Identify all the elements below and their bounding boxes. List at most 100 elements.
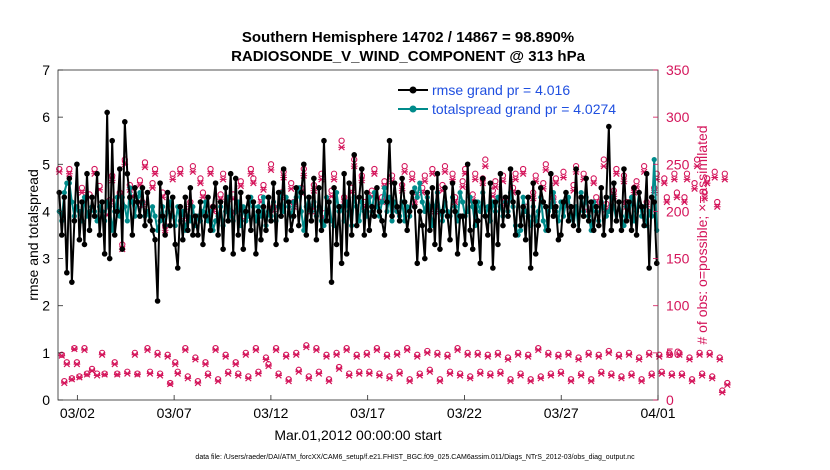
possible-obs-point (711, 168, 718, 175)
rmse-point (240, 246, 247, 252)
rmse-point (578, 194, 584, 201)
assimilated-obs-point (658, 370, 666, 377)
x-tick-label: 03/27 (544, 405, 579, 421)
rmse-point (119, 246, 126, 252)
assimilated-obs-point (688, 377, 696, 385)
rmse-point (449, 180, 456, 186)
assimilated-obs-point (83, 371, 91, 378)
rmse-point (404, 227, 410, 234)
assimilated-obs-point (267, 166, 275, 174)
assimilated-obs-point (444, 353, 451, 360)
rmse-point (573, 166, 579, 172)
rmse-point (381, 232, 388, 238)
assimilated-obs-point (305, 375, 313, 382)
rmse-point (230, 251, 237, 257)
assimilated-obs-point (93, 372, 101, 379)
possible-obs-point (482, 156, 489, 163)
rmse-point (162, 232, 168, 238)
rmse-point (338, 260, 345, 267)
possible-obs-point (267, 161, 275, 168)
rmse-point (192, 213, 199, 219)
rmse-point (311, 175, 317, 182)
rmse-point (127, 194, 133, 201)
totalspread-point (520, 194, 526, 200)
totalspread-point (518, 227, 524, 233)
rmse-point (101, 251, 108, 257)
rmse-point (530, 180, 537, 186)
rmse-point (580, 213, 587, 219)
assimilated-obs-point (123, 370, 131, 377)
possible-obs-point (693, 156, 701, 163)
rmse-point (444, 213, 451, 219)
rmse-point (583, 175, 589, 182)
possible-obs-point (429, 165, 436, 173)
assimilated-obs-point (665, 351, 673, 358)
assimilated-obs-point (189, 168, 197, 176)
rmse-point (386, 137, 393, 144)
rmse-point (109, 137, 116, 144)
possible-obs-point (169, 170, 176, 177)
possible-obs-point (593, 194, 600, 201)
assimilated-obs-point (708, 375, 716, 382)
rmse-point (212, 180, 219, 186)
x-tick-label: 03/22 (447, 405, 482, 421)
assimilated-obs-point (492, 183, 499, 191)
rmse-point (134, 199, 141, 205)
assimilated-obs-point (686, 356, 693, 363)
rmse-point (172, 241, 179, 248)
possible-obs-point (134, 370, 141, 377)
assimilated-obs-point (459, 183, 466, 191)
rmse-point (497, 170, 504, 177)
footnote: data file: /Users/raeder/DAI/ATM_forcXX/… (195, 454, 635, 461)
rmse-point (643, 170, 650, 177)
possible-obs-point (560, 168, 567, 175)
possible-obs-point (219, 170, 227, 177)
rmse-point (563, 189, 569, 196)
possible-obs-point (681, 194, 688, 201)
rmse-point (558, 232, 564, 238)
totalspread-point (389, 218, 395, 224)
rmse-point (237, 189, 244, 196)
rmse-point (550, 213, 557, 219)
assimilated-obs-point (577, 372, 585, 379)
assimilated-obs-point (292, 351, 300, 358)
rmse-point (306, 194, 312, 201)
assimilated-obs-point (376, 372, 383, 379)
totalspread-point (578, 189, 584, 196)
assimilated-obs-point (711, 174, 719, 181)
left-axis: 0 1 2 3 4 5 6 7 (42, 62, 63, 408)
possible-obs-point (519, 165, 527, 173)
possible-obs-point (691, 179, 698, 187)
rmse-point (646, 265, 652, 271)
assimilated-obs-point (204, 372, 212, 379)
assimilated-obs-point (721, 176, 729, 183)
assimilated-obs-point (265, 362, 272, 370)
assimilated-obs-point (335, 365, 343, 373)
rmse-point (129, 232, 136, 238)
rmse-point (270, 180, 277, 186)
possible-obs-point (338, 137, 345, 144)
y-tick-label-left: 1 (42, 345, 50, 361)
assimilated-obs-point (718, 389, 726, 396)
rmse-point (535, 222, 542, 229)
rmse-point (64, 269, 70, 276)
assimilated-obs-point (648, 372, 656, 379)
rmse-point (570, 222, 577, 229)
assimilated-obs-point (363, 351, 371, 358)
assimilated-obs-point (58, 352, 66, 359)
rmse-point (114, 208, 121, 215)
rmse-point (631, 185, 637, 191)
x-axis: 03/02 03/07 03/12 03/17 03/22 03/27 04/01 (60, 395, 676, 421)
assimilated-obs-point (353, 353, 361, 360)
rmse-point (414, 260, 421, 267)
assimilated-obs-point (514, 351, 522, 358)
rmse-point (409, 189, 416, 196)
rmse-point (364, 189, 370, 196)
assimilated-obs-point (436, 377, 444, 385)
assimilated-obs-point (698, 372, 706, 379)
rmse-point (96, 232, 103, 238)
possible-obs-point (640, 163, 648, 170)
assimilated-obs-point (464, 351, 472, 358)
assimilated-obs-point (703, 179, 711, 187)
rmse-point (275, 189, 282, 196)
